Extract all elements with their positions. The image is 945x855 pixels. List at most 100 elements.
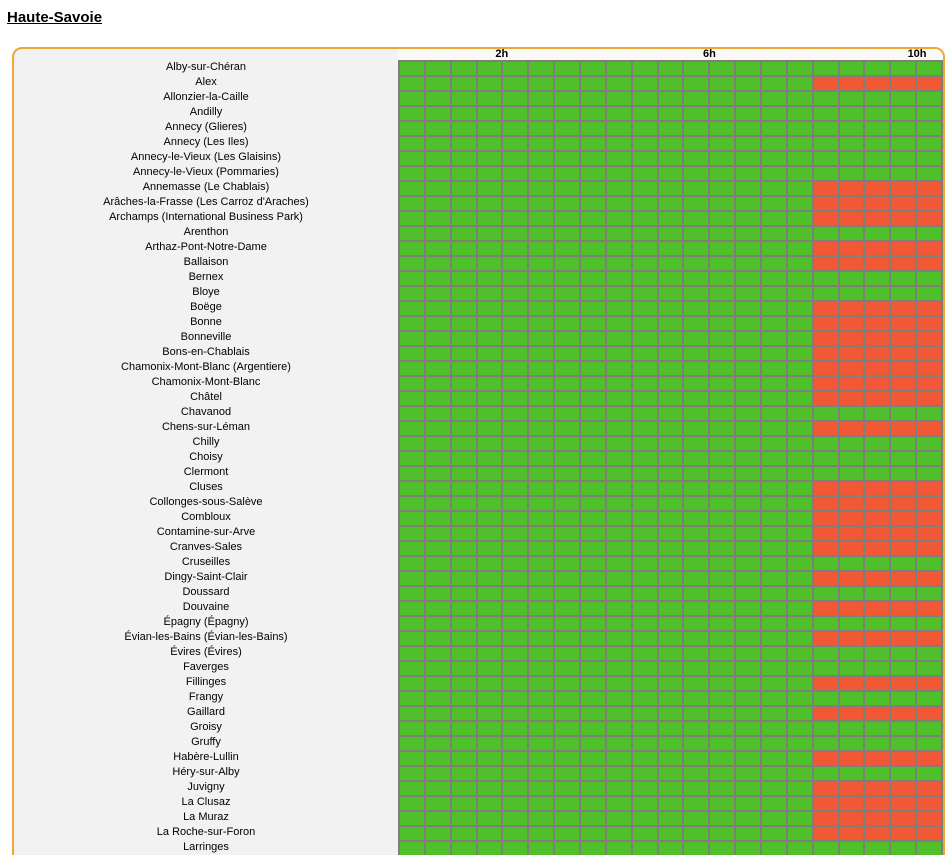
slot-cell [762, 572, 786, 585]
slot-cell [400, 377, 424, 390]
slot-cell [425, 122, 450, 135]
slot-cell [632, 812, 657, 825]
slot-cell [451, 752, 476, 765]
slot-cell [529, 527, 554, 540]
slot-cell [581, 242, 605, 255]
slot-cell [606, 287, 631, 300]
slot-cell [451, 257, 476, 270]
slot-cell [710, 827, 735, 840]
commune-label: Allonzier-la-Caille [14, 90, 398, 105]
slot-cell [787, 152, 812, 165]
commune-label: Arthaz-Pont-Notre-Dame [14, 240, 398, 255]
slot-cell [477, 197, 502, 210]
slot-cell [787, 782, 812, 795]
slot-cell [787, 632, 812, 645]
slot-cell [503, 587, 528, 600]
slot-cell [451, 647, 476, 660]
slot-cell [813, 197, 838, 210]
slot-cell [503, 452, 528, 465]
slot-cell [917, 137, 941, 150]
slot-cell [684, 197, 709, 210]
commune-row: Juvigny [14, 780, 943, 795]
slot-cell [400, 707, 424, 720]
slot-cell [477, 527, 502, 540]
slot-cell [787, 77, 812, 90]
slot-cell [891, 227, 916, 240]
slot-cell [787, 617, 812, 630]
slot-cell [917, 362, 941, 375]
slot-cell [425, 737, 450, 750]
slot-cell [632, 587, 657, 600]
commune-label: Dingy-Saint-Clair [14, 570, 398, 585]
slot-cell [865, 77, 890, 90]
slot-cell [839, 632, 864, 645]
slot-cell [425, 317, 450, 330]
slot-cell [684, 122, 709, 135]
slot-cell [684, 497, 709, 510]
slot-cell [400, 422, 424, 435]
slot-cell [451, 722, 476, 735]
slot-cell [581, 362, 605, 375]
slot-cell [451, 497, 476, 510]
commune-label: Annecy (Glieres) [14, 120, 398, 135]
slot-cell [736, 572, 760, 585]
slot-cell [581, 317, 605, 330]
slot-cell [839, 302, 864, 315]
slot-cell [425, 632, 450, 645]
slot-cell [477, 257, 502, 270]
slot-cell [736, 692, 760, 705]
slot-cell [917, 287, 941, 300]
slot-cell [917, 602, 941, 615]
slot-cell [451, 482, 476, 495]
commune-slot-track [398, 825, 943, 840]
slot-cell [787, 662, 812, 675]
slot-cell [710, 392, 735, 405]
slot-cell [813, 767, 838, 780]
slot-cell [762, 122, 786, 135]
slot-cell [762, 512, 786, 525]
slot-cell [606, 752, 631, 765]
slot-cell [529, 362, 554, 375]
slot-cell [555, 722, 579, 735]
slot-cell [632, 677, 657, 690]
slot-cell [891, 242, 916, 255]
slot-cell [762, 482, 786, 495]
slot-cell [787, 347, 812, 360]
slot-cell [581, 767, 605, 780]
slot-cell [891, 782, 916, 795]
slot-cell [865, 782, 890, 795]
commune-row: Évires (Évires) [14, 645, 943, 660]
commune-slot-track [398, 225, 943, 240]
commune-row: Alex [14, 75, 943, 90]
slot-cell [710, 287, 735, 300]
slot-cell [632, 692, 657, 705]
slot-cell [787, 92, 812, 105]
slot-cell [503, 677, 528, 690]
slot-cell [865, 827, 890, 840]
slot-cell [503, 437, 528, 450]
slot-cell [632, 152, 657, 165]
slot-cell [555, 542, 579, 555]
slot-cell [425, 767, 450, 780]
slot-cell [503, 632, 528, 645]
slot-cell [529, 467, 554, 480]
slot-cell [762, 182, 786, 195]
slot-cell [658, 722, 683, 735]
slot-cell [813, 692, 838, 705]
slot-cell [425, 647, 450, 660]
slot-cell [762, 137, 786, 150]
slot-cell [451, 527, 476, 540]
slot-cell [400, 632, 424, 645]
slot-cell [684, 752, 709, 765]
slot-cell [658, 167, 683, 180]
commune-label: Annecy (Les Iles) [14, 135, 398, 150]
slot-cell [865, 62, 890, 75]
slot-cell [865, 392, 890, 405]
slot-cell [684, 557, 709, 570]
slot-cell [684, 257, 709, 270]
slot-cell [736, 617, 760, 630]
slot-cell [477, 302, 502, 315]
commune-label: Gruffy [14, 735, 398, 750]
slot-cell [503, 122, 528, 135]
slot-cell [762, 287, 786, 300]
